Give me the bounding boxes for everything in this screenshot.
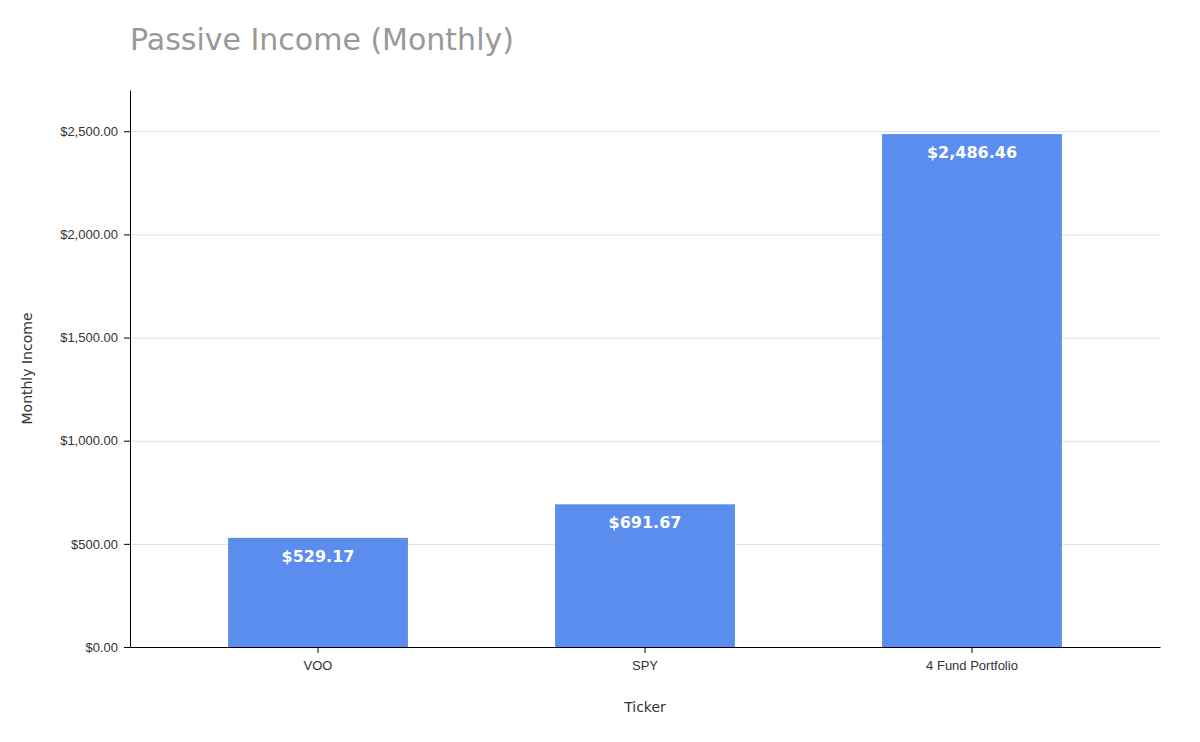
x-tick-label: SPY [632,658,658,673]
y-tick-label: $1,500.00 [60,330,118,345]
y-tick-label: $500.00 [71,537,118,552]
data-label: $529.17 [282,547,355,566]
grid [130,132,1160,648]
data-label: $691.67 [609,513,682,532]
plot: $529.17 $691.67 $2,486.46 $0.00 $500.00 $1,00… [60,91,1160,674]
grid-tick [130,131,1160,132]
bar [882,134,1062,647]
x-tick-mark [971,647,972,653]
bar [555,504,735,647]
bars [228,134,1062,647]
y-tick: $2,500.00 [60,124,130,139]
y-tick-mark [124,131,130,132]
bar [228,538,408,647]
y-axis-title: Monthly Income [19,312,35,424]
data-labels: $529.17 $691.67 $2,486.46 [282,143,1017,566]
data-label: $2,486.46 [927,143,1017,162]
y-tick-label: $1,000.00 [60,433,118,448]
y-tick: $500.00 [71,537,130,552]
chart: $529.17 $691.67 $2,486.46 $0.00 $500.00 $1,00… [0,0,1200,742]
x-tick-label: 4 Fund Portfolio [926,658,1018,673]
y-tick-label: $0.00 [85,640,118,655]
grid-line [130,131,1160,132]
y-tick-mark [124,441,130,442]
y-axis-line [130,91,131,648]
y-tick-mark [124,647,130,648]
x-tick-mark [318,647,319,653]
x-tick-label: VOO [304,658,333,673]
x-axis-title: Ticker [623,699,666,715]
y-tick-label: $2,000.00 [60,227,118,242]
y-tick: $0.00 [85,640,130,655]
y-tick-mark [124,544,130,545]
y-tick: $1,500.00 [60,330,130,345]
y-tick-mark [124,234,130,235]
y-tick-mark [124,338,130,339]
x-tick-mark [645,647,646,653]
x-tick: VOO [304,647,333,673]
x-tick: SPY [632,647,658,673]
x-axis: VOO SPY 4 Fund Portfolio [131,647,1161,673]
title: Passive Income (Monthly) [130,22,514,57]
x-tick: 4 Fund Portfolio [926,647,1018,673]
y-tick: $1,000.00 [60,433,130,448]
y-tick: $2,000.00 [60,227,130,242]
y-tick-label: $2,500.00 [60,124,118,139]
y-axis: $0.00 $500.00 $1,000.00 $1,500.00 $2,000.00 $… [60,91,130,655]
